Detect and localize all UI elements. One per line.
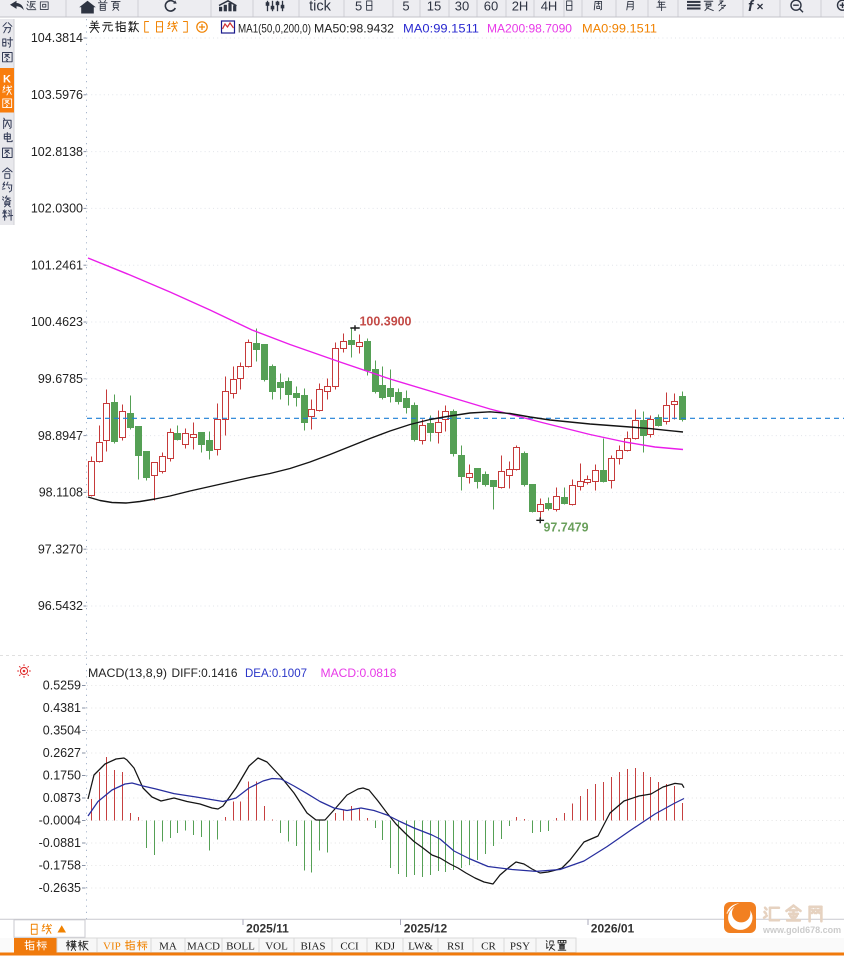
svg-text:2025/11: 2025/11: [246, 922, 289, 936]
svg-text:MA0:99.1511: MA0:99.1511: [582, 22, 657, 36]
svg-text:×: ×: [757, 0, 764, 14]
svg-text:102.0300: 102.0300: [31, 202, 83, 216]
svg-text:97.7479: 97.7479: [544, 520, 589, 535]
svg-text:5: 5: [402, 0, 409, 13]
svg-text:0.3504: 0.3504: [43, 724, 81, 738]
svg-text:MA50:98.9432: MA50:98.9432: [314, 22, 394, 36]
svg-text:102.8138: 102.8138: [31, 145, 83, 159]
svg-text:-0.2635: -0.2635: [39, 881, 81, 895]
svg-text:-0.1758: -0.1758: [39, 859, 81, 873]
svg-text:CCI: CCI: [340, 941, 359, 953]
svg-text:101.2461: 101.2461: [31, 258, 83, 272]
svg-text:100.4623: 100.4623: [31, 315, 83, 329]
svg-text:MACD: MACD: [187, 941, 220, 953]
svg-text:98.1108: 98.1108: [39, 486, 83, 500]
svg-text:104.3814: 104.3814: [31, 31, 83, 45]
svg-text:MA0:99.1511: MA0:99.1511: [403, 22, 479, 36]
svg-text:2H: 2H: [512, 0, 529, 13]
svg-text:BIAS: BIAS: [300, 941, 325, 953]
svg-text:MA: MA: [159, 941, 177, 953]
svg-text:98.8947: 98.8947: [38, 429, 83, 443]
svg-text:f: f: [748, 0, 755, 15]
svg-text:60: 60: [484, 0, 498, 13]
svg-text:97.3270: 97.3270: [38, 542, 83, 556]
svg-text:15: 15: [427, 0, 441, 13]
svg-text:RSI: RSI: [447, 941, 464, 953]
svg-text:0.1750: 0.1750: [43, 769, 81, 783]
svg-text:5: 5: [355, 0, 362, 13]
svg-text:K: K: [3, 74, 11, 86]
svg-text:PSY: PSY: [510, 941, 530, 953]
svg-text:100.3900: 100.3900: [360, 314, 412, 329]
svg-text:DEA:0.1007: DEA:0.1007: [245, 666, 307, 680]
svg-text:4H: 4H: [541, 0, 558, 13]
svg-text:-0.0004: -0.0004: [39, 814, 81, 828]
svg-text:103.5976: 103.5976: [31, 88, 83, 102]
svg-text:0.0873: 0.0873: [43, 791, 81, 805]
svg-text:30: 30: [455, 0, 469, 13]
svg-text:0.5259: 0.5259: [43, 679, 81, 693]
svg-text:KDJ: KDJ: [375, 941, 396, 953]
svg-text:99.6785: 99.6785: [38, 372, 83, 386]
svg-text:LW&: LW&: [408, 941, 433, 953]
svg-text:BOLL: BOLL: [226, 941, 255, 953]
svg-text:tick: tick: [309, 0, 332, 15]
svg-text:2026/01: 2026/01: [591, 922, 635, 936]
svg-text:MA200:98.7090: MA200:98.7090: [487, 22, 572, 36]
svg-text:MACD:0.0818: MACD:0.0818: [321, 666, 397, 680]
svg-text:MA1(50,0,200,0): MA1(50,0,200,0): [238, 22, 311, 36]
svg-text:DIFF:0.1416: DIFF:0.1416: [172, 666, 238, 680]
svg-text:-0.0881: -0.0881: [39, 836, 81, 850]
svg-text:2025/12: 2025/12: [404, 922, 448, 936]
svg-text:0.4381: 0.4381: [43, 701, 81, 715]
svg-text:www.gold678.com: www.gold678.com: [762, 925, 841, 935]
svg-text:VIP: VIP: [103, 941, 121, 953]
svg-text:0.2627: 0.2627: [43, 746, 81, 760]
svg-text:MACD(13,8,9): MACD(13,8,9): [88, 666, 167, 680]
svg-text:96.5432: 96.5432: [38, 599, 83, 613]
svg-text:CR: CR: [481, 941, 496, 953]
svg-text:VOL: VOL: [265, 941, 288, 953]
